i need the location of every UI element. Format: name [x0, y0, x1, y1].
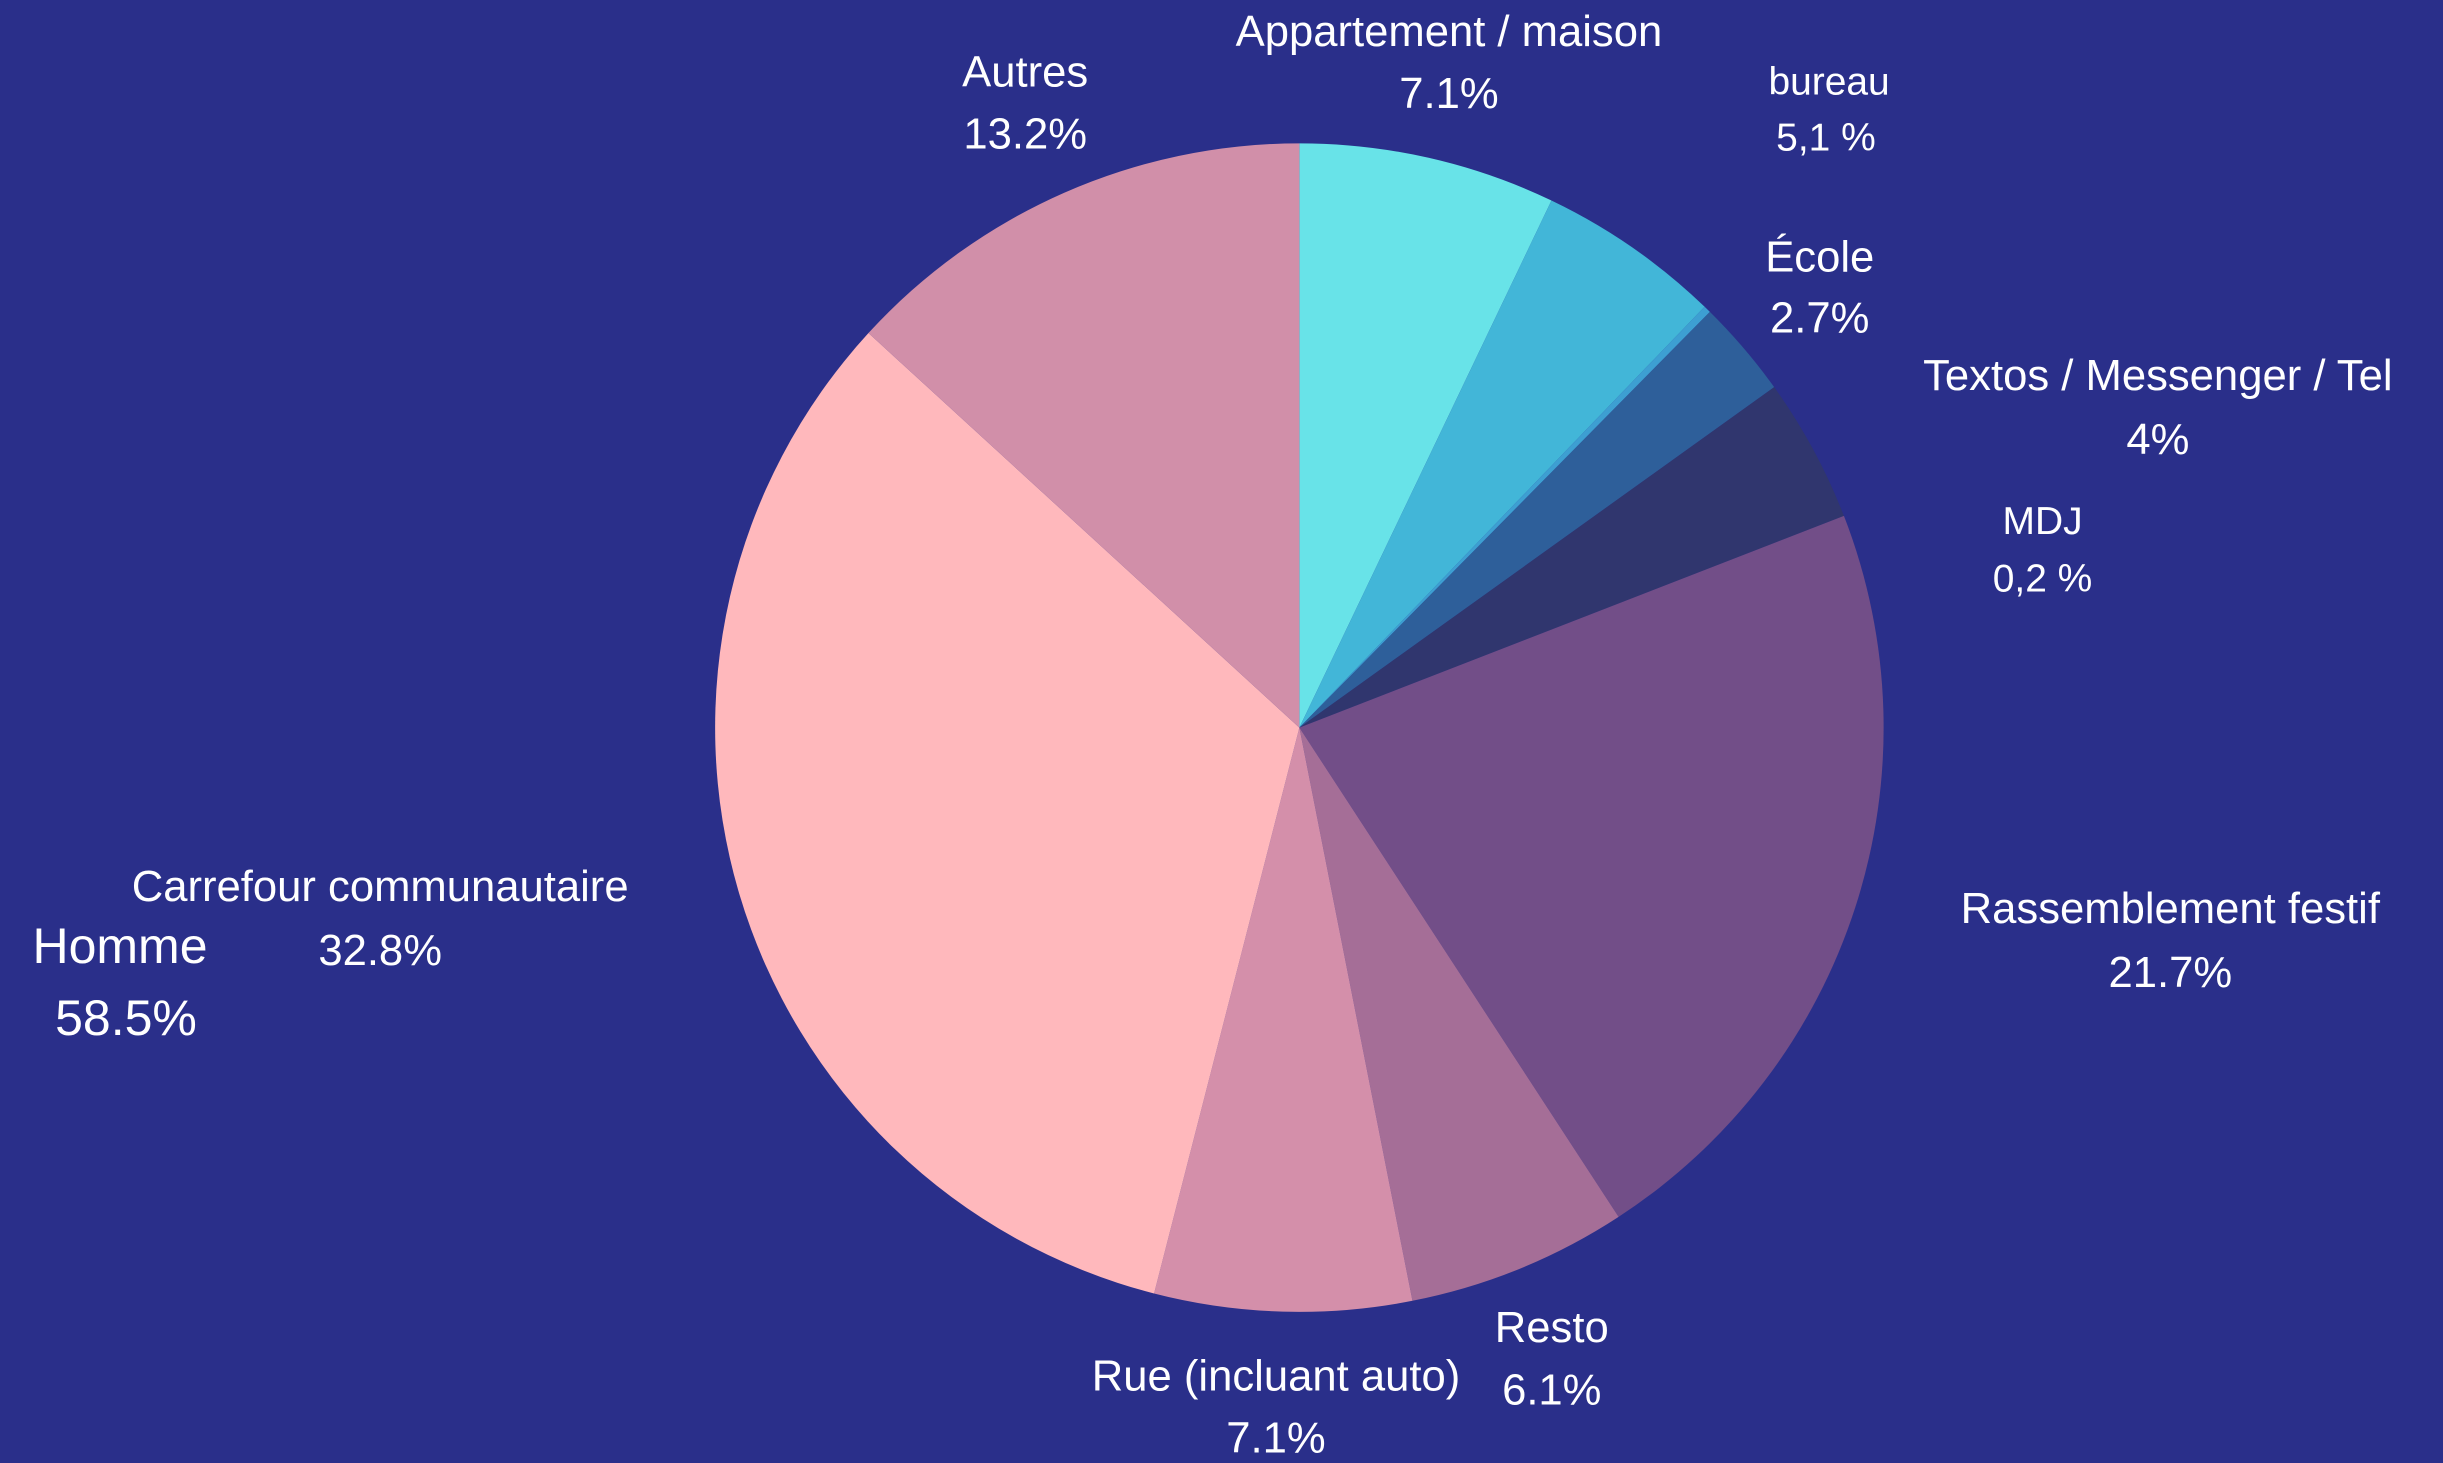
value-label: 7.1% — [1399, 70, 1498, 118]
slice — [1299, 143, 1552, 728]
value-label: 21.7% — [2108, 949, 2232, 997]
slice-label: Rassemblement festif — [1961, 885, 2381, 933]
slice-label: MDJ — [2003, 500, 2083, 543]
slice-label: Autres — [962, 48, 1088, 96]
slice — [1299, 311, 1775, 728]
slice-label: Textos / Messenger / Tel — [1923, 352, 2392, 400]
slice-label: bureau — [1768, 60, 1889, 103]
value-label: 4% — [2126, 416, 2189, 464]
value-label: 32.8% — [318, 927, 442, 975]
slice — [1299, 387, 1844, 728]
slice — [1299, 200, 1705, 728]
slice — [1299, 306, 1710, 728]
value-label: 7.1% — [1226, 1415, 1325, 1463]
slice-label: Resto — [1495, 1304, 1609, 1352]
slice — [1299, 515, 1884, 1217]
slice — [1299, 727, 1619, 1301]
slice-label: Carrefour communautaire — [132, 863, 629, 911]
value-label: 5,1 % — [1776, 117, 1876, 160]
annotation-text: Homme — [32, 918, 207, 974]
annotation-label: 58.5% — [55, 990, 197, 1046]
pie — [715, 143, 1884, 1312]
slice-label: École — [1765, 233, 1874, 282]
value-label: 2.7% — [1770, 294, 1869, 342]
slice — [715, 333, 1300, 1294]
slice-label: Appartement / maison — [1236, 8, 1663, 56]
slice — [1154, 727, 1413, 1312]
slice-label: Rue (incluant auto) — [1092, 1352, 1460, 1400]
slice — [868, 143, 1300, 728]
value-label: 0,2 % — [1993, 557, 2093, 600]
labels: Appartement / maison 7.1% bureau 5,1 % MDJ 0,… — [132, 8, 2393, 1463]
value-label: 13.2% — [963, 111, 1087, 159]
value-label: 6.1% — [1502, 1366, 1601, 1414]
